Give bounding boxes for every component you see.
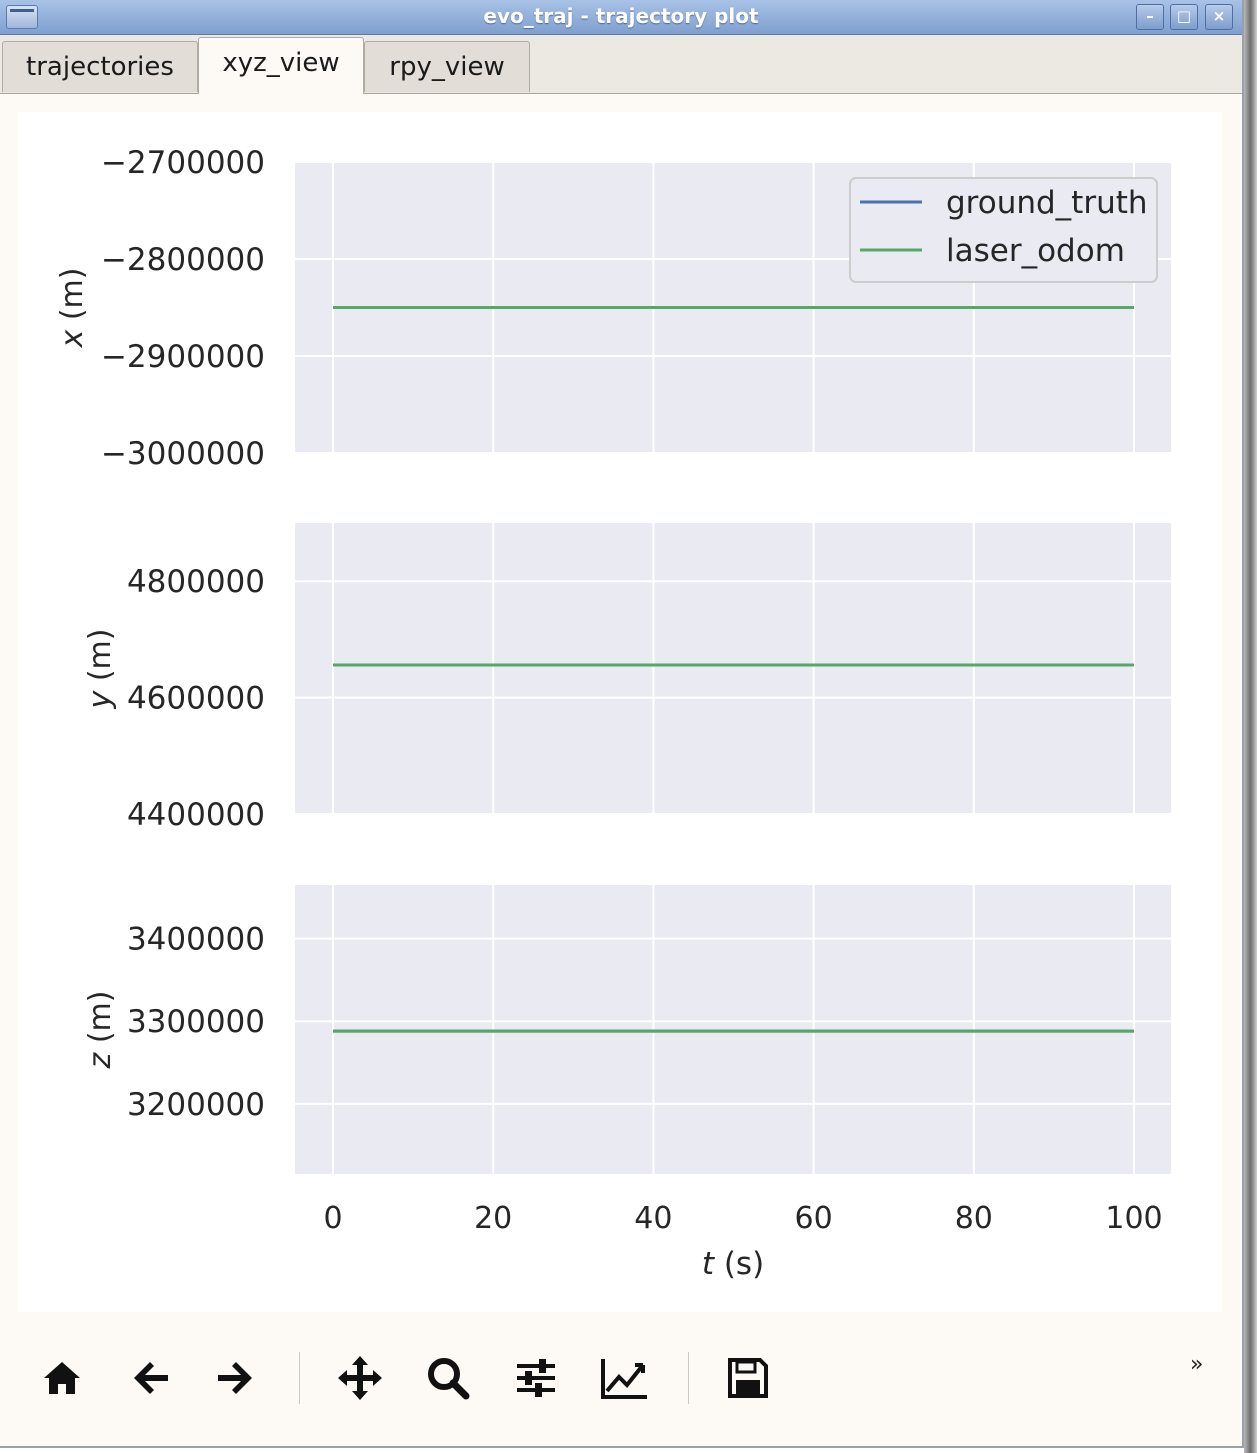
zoom-button[interactable] bbox=[420, 1350, 476, 1406]
window-title: evo_traj - trajectory plot bbox=[483, 4, 759, 28]
axes-background bbox=[295, 885, 1171, 1174]
window-menu-button[interactable] bbox=[6, 5, 38, 29]
save-icon bbox=[728, 1358, 768, 1398]
configure-subplots-button[interactable] bbox=[508, 1350, 564, 1406]
legend-box bbox=[849, 177, 1158, 283]
figure-canvas[interactable]: −2700000 −2800000 −2900000 −3000000 x (m) gro… bbox=[18, 112, 1222, 1312]
y-tick-label: 3300000 bbox=[127, 1004, 265, 1040]
title-bar[interactable]: evo_traj - trajectory plot – □ × bbox=[0, 0, 1242, 35]
home-icon bbox=[44, 1362, 80, 1394]
toolbar-separator bbox=[688, 1352, 689, 1404]
y-tick-label: 3200000 bbox=[127, 1087, 265, 1123]
y-axis-label: y (m) bbox=[83, 629, 118, 710]
back-button[interactable] bbox=[122, 1350, 178, 1406]
toolbar-separator bbox=[299, 1352, 300, 1404]
x-tick-label: 100 bbox=[1105, 1201, 1162, 1236]
edit-axes-button[interactable] bbox=[596, 1350, 652, 1406]
legend-label: laser_odom bbox=[946, 233, 1125, 269]
zoom-icon bbox=[428, 1358, 470, 1400]
y-tick-label: 4800000 bbox=[127, 564, 265, 600]
pan-button[interactable] bbox=[332, 1350, 388, 1406]
x-tick-label: 20 bbox=[474, 1201, 512, 1236]
subplots-config-icon bbox=[517, 1359, 555, 1397]
forward-arrow-icon bbox=[218, 1362, 252, 1394]
maximize-button[interactable]: □ bbox=[1170, 4, 1198, 30]
forward-button[interactable] bbox=[208, 1350, 264, 1406]
home-button[interactable] bbox=[34, 1350, 90, 1406]
axes-background bbox=[295, 523, 1171, 814]
minimize-button[interactable]: – bbox=[1136, 4, 1164, 30]
y-axis-label: x (m) bbox=[55, 268, 90, 349]
navigation-toolbar: » bbox=[0, 1330, 1242, 1430]
y-tick-label: −2900000 bbox=[101, 339, 265, 375]
legend-label: ground_truth bbox=[946, 185, 1148, 221]
close-button[interactable]: × bbox=[1205, 4, 1233, 30]
tab-xyz-view[interactable]: xyz_view bbox=[198, 37, 364, 94]
y-axis-label: z (m) bbox=[83, 991, 118, 1070]
y-tick-label: −2700000 bbox=[101, 145, 265, 181]
toolbar-overflow-button[interactable]: » bbox=[1190, 1352, 1204, 1377]
back-arrow-icon bbox=[134, 1362, 168, 1394]
tab-rpy-view[interactable]: rpy_view bbox=[364, 41, 530, 92]
tab-bar: trajectories xyz_view rpy_view bbox=[0, 35, 1242, 94]
x-tick-label: 0 bbox=[323, 1201, 342, 1236]
xyz-plot-figure[interactable]: −2700000 −2800000 −2900000 −3000000 x (m) gro… bbox=[18, 112, 1222, 1312]
pan-icon bbox=[338, 1356, 382, 1400]
edit-axes-icon bbox=[601, 1359, 647, 1399]
x-axis-label: t (s) bbox=[702, 1246, 764, 1282]
x-tick-label: 40 bbox=[634, 1201, 672, 1236]
y-tick-label: −3000000 bbox=[101, 436, 265, 472]
y-tick-label: 4400000 bbox=[127, 797, 265, 833]
y-tick-label: 3400000 bbox=[127, 922, 265, 958]
y-tick-label: −2800000 bbox=[101, 242, 265, 278]
x-tick-label: 60 bbox=[795, 1201, 833, 1236]
save-button[interactable] bbox=[720, 1350, 776, 1406]
background-desktop-strip bbox=[1244, 0, 1257, 1453]
y-tick-label: 4600000 bbox=[127, 681, 265, 717]
tab-trajectories[interactable]: trajectories bbox=[2, 41, 198, 92]
x-tick-label: 80 bbox=[955, 1201, 993, 1236]
